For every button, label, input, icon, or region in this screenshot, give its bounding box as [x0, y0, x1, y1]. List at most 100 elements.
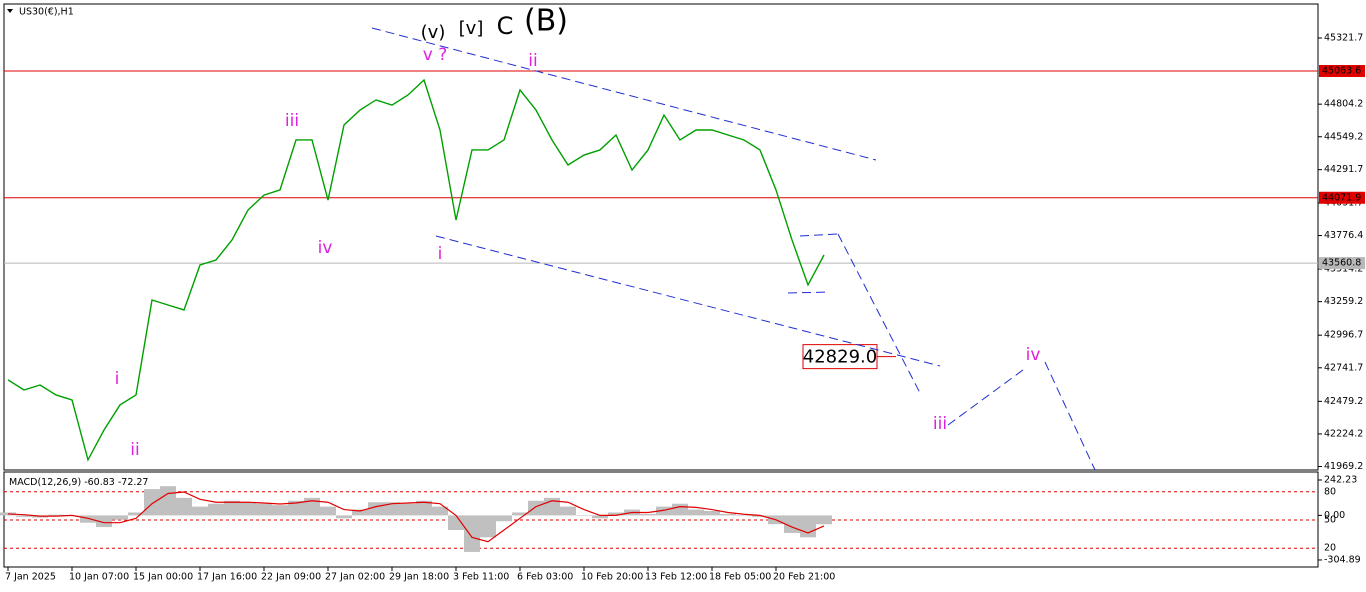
y-tick-label: 42479.2	[1324, 396, 1363, 407]
histogram-bar	[80, 515, 96, 523]
wave-label: i	[115, 369, 120, 389]
level-label: 44071.9	[1322, 192, 1361, 203]
histogram-bar	[160, 486, 176, 516]
histogram-bar	[384, 502, 400, 516]
x-tick-label: 13 Feb 12:00	[645, 572, 707, 583]
x-tick-label: 15 Jan 00:00	[133, 572, 193, 583]
wave-label: i	[438, 244, 443, 264]
histogram-bar	[256, 503, 272, 516]
histogram-bar	[368, 502, 384, 516]
histogram-bar	[16, 515, 32, 517]
x-tick-label: 6 Feb 03:00	[517, 572, 573, 583]
x-tick-label: 7 Jan 2025	[5, 572, 56, 583]
histogram-bar	[352, 509, 368, 516]
y-tick-label: 42996.7	[1324, 330, 1363, 341]
histogram-bar	[464, 515, 480, 552]
histogram-bar	[688, 509, 704, 516]
histogram-bar	[224, 500, 240, 516]
histogram-bar	[608, 512, 624, 516]
histogram-bar	[640, 513, 656, 516]
wave-label: ii	[130, 440, 139, 460]
y2-tick-label: 50	[1324, 515, 1336, 526]
histogram-bar	[736, 515, 752, 516]
histogram-bar	[656, 506, 672, 516]
histogram-bar	[560, 506, 576, 516]
y-tick-label: 44549.2	[1324, 131, 1363, 142]
y-tick-label: -304.89	[1324, 554, 1361, 565]
menu-triangle[interactable]	[7, 9, 13, 13]
histogram-bar	[272, 505, 288, 516]
histogram-bar	[704, 511, 720, 516]
histogram-bar	[480, 515, 496, 538]
histogram-bar	[400, 503, 416, 516]
level-label: 43560.8	[1322, 258, 1361, 269]
trendlines	[371, 27, 1096, 471]
indicator-value: -72.27	[118, 477, 149, 488]
y-tick-label: 45321.7	[1324, 33, 1363, 44]
y2-tick-label: 20	[1324, 543, 1336, 554]
histogram-bar	[112, 515, 128, 520]
signal-line	[7, 491, 825, 543]
wave-label: iv	[318, 238, 333, 258]
x-tick-label: 3 Feb 11:00	[453, 572, 509, 583]
x-tick-label: 10 Jan 07:00	[69, 572, 129, 583]
histogram-bar	[192, 506, 208, 516]
y-tick-label: 42224.2	[1324, 428, 1363, 439]
x-tick-label: 10 Feb 20:00	[581, 572, 643, 583]
histogram-bar	[144, 489, 160, 516]
histogram-bar	[528, 500, 544, 516]
histogram-bar	[176, 497, 192, 516]
y-tick-label: 42741.7	[1324, 362, 1363, 373]
histogram-bar	[592, 515, 608, 519]
price-line	[7, 78, 825, 462]
level-label: 45063.6	[1322, 66, 1361, 77]
target-box	[802, 344, 878, 370]
histogram-bar	[416, 500, 432, 516]
wave-label: (B)	[524, 4, 568, 39]
wave-label: iii	[285, 111, 299, 131]
histogram-bar	[448, 515, 464, 531]
histogram-bar	[96, 515, 112, 528]
x-tick-label: 29 Jan 18:00	[389, 572, 449, 583]
indicator-title: MACD(12,26,9) -60.83 -72.27	[9, 477, 148, 488]
wave-label: C	[497, 12, 514, 40]
histogram-bar	[512, 512, 528, 516]
histogram-bar	[336, 515, 352, 519]
histogram-bar	[720, 513, 736, 516]
y-tick-label: 44291.7	[1324, 164, 1363, 175]
histogram-bar	[288, 500, 304, 516]
histogram-bar	[496, 515, 512, 522]
histogram-bar	[304, 497, 320, 516]
indicator-name: MACD(12,26,9)	[9, 477, 81, 488]
histogram-bar	[48, 514, 64, 516]
histogram-bar	[576, 515, 592, 516]
x-tick-label: 20 Feb 21:00	[773, 572, 835, 583]
y-tick-label: 44804.2	[1324, 99, 1363, 110]
level-label-box	[1319, 65, 1365, 78]
histogram-bar	[208, 503, 224, 516]
y-tick-label: 43776.4	[1324, 230, 1363, 241]
price-panel	[3, 3, 1319, 471]
wave-label: ii	[528, 51, 537, 71]
wave-label: iii	[933, 414, 947, 434]
x-tick-label: 27 Jan 02:00	[325, 572, 385, 583]
y-tick-label: 242.23	[1324, 474, 1357, 485]
histogram-bar	[672, 503, 688, 516]
x-tick-label: 22 Jan 09:00	[261, 572, 321, 583]
y-tick-label: 0.00	[1324, 510, 1345, 521]
level-label-box	[1319, 257, 1365, 270]
histogram-bar	[320, 506, 336, 516]
histogram-bar	[128, 512, 144, 516]
x-tick-label: 18 Feb 05:00	[709, 572, 771, 583]
target-label: 42829.0	[803, 347, 877, 368]
level-label-box	[1319, 191, 1365, 204]
wave-label: (v)	[421, 22, 446, 43]
wave-label: v ?	[423, 45, 448, 65]
chart-title: US30(€),H1	[19, 7, 74, 18]
histogram-bar	[752, 515, 768, 517]
wave-label: [v]	[459, 18, 484, 39]
wave-label: iv	[1026, 345, 1041, 365]
y-tick-label: 43259.2	[1324, 296, 1363, 307]
y-tick-label: 41969.2	[1324, 461, 1363, 472]
